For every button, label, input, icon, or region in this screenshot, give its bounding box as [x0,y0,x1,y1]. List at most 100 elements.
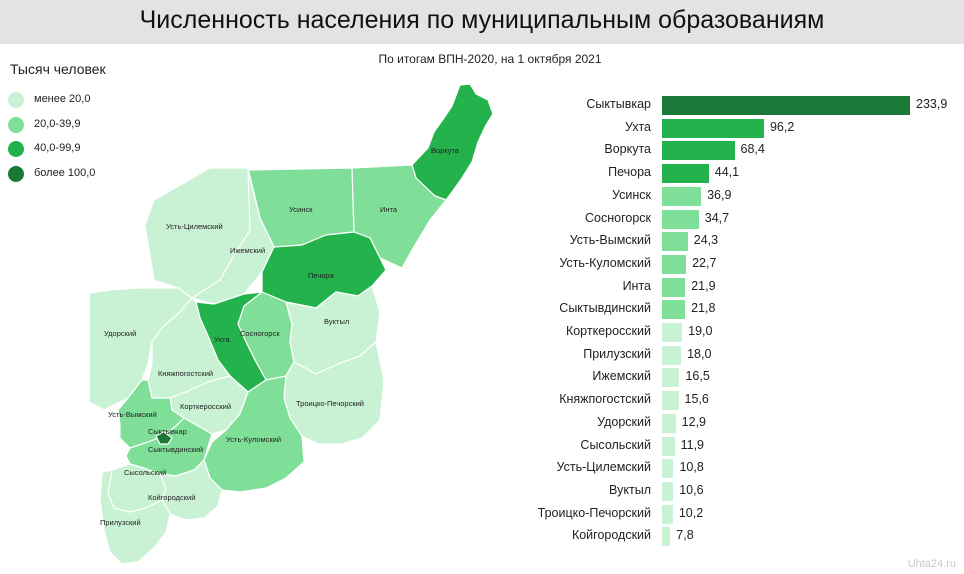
bar [662,164,709,184]
bar-row: Княжпогостский 15,6 [500,389,960,412]
bar-row: Инта 21,9 [500,276,960,299]
bar-category-label: Усть-Вымский [569,233,651,248]
map-label-ust-kulomsky: Усть-Куломский [226,435,281,444]
bar-category-label: Усинск [612,187,651,202]
bar [662,527,671,547]
map-label-syktyvkar: Сыктывкар [148,427,187,436]
bar-row: Печора 44,1 [500,162,960,185]
bar-value-label: 10,2 [678,505,704,520]
bar-row: Воркута 68,4 [500,139,960,162]
bar [662,345,682,365]
page-title: Численность населения по муниципальным о… [139,6,825,34]
bar [662,232,688,252]
bar-row: Сыктывкар 233,9 [500,94,960,117]
region-vorkuta [411,83,494,201]
bar-value-label: 24,3 [693,233,719,248]
bar [662,209,699,229]
bar-category-label: Ухта [624,119,651,134]
bar [662,481,674,501]
legend-label-mid: 20,0-39,9 [34,117,81,130]
bar-category-label: Печора [608,165,651,180]
bar-row: Вуктыл 10,6 [500,480,960,503]
bar-category-label: Удорский [597,414,651,429]
legend-swatch-top [8,165,24,182]
bar-category-label: Сысольский [580,437,651,452]
bar-category-label: Сосногорск [585,210,651,225]
map-label-izhemsky: Ижемский [230,246,265,255]
bar [662,391,679,411]
bar-row: Сосногорск 34,7 [500,208,960,231]
bar-value-label: 21,8 [691,301,716,316]
bar-category-label: Прилузский [583,346,651,361]
map-label-usinsk: Усинск [289,205,313,214]
region-syktyvkar [155,431,173,445]
bar-value-label: 16,5 [685,369,710,384]
map-label-udorsky: Удорский [104,329,136,338]
bar [662,277,686,297]
map-label-syktyvdinsky: Сыктывдинский [148,445,203,454]
bar-category-label: Сыктывкар [586,97,651,111]
watermark: Uhta24.ru [907,558,956,570]
map-label-priluzsky: Прилузский [100,518,141,527]
map-label-koygorodsky: Койгородский [148,493,195,502]
bar-value-label: 36,9 [707,187,732,202]
bar-value-label: 10,8 [679,460,704,475]
bar [662,323,683,342]
bar-value-label: 22,7 [692,255,717,270]
bar-value-label: 11,9 [680,437,705,452]
bar [662,459,674,479]
bar [662,118,764,138]
bar-row: Троицко-Печорский 10,2 [500,503,960,526]
bar-category-label: Троицко-Печорский [537,505,651,520]
map-label-vuktyl: Вуктыл [324,317,349,326]
bar [662,436,675,456]
population-bar-chart: Сыктывкар 233,9 Ухта 96,2 Воркута 68,4 Печора 4… [500,94,960,554]
bar-category-label: Вуктыл [608,482,651,497]
bar-category-label: Ижемский [592,369,651,384]
map-label-troitsko-pechorsky: Троицко-Печорский [296,399,364,408]
map-label-sosnogorsk: Сосногорск [240,329,280,338]
bar-category-label: Корткеросский [565,324,651,338]
map-label-ust-vymsky: Усть-Вымский [108,410,157,419]
bar-value-label: 10,6 [679,482,704,497]
legend-swatch-mid [8,116,24,133]
bar-category-label: Княжпогостский [559,392,651,407]
bar-value-label: 15,6 [684,392,709,407]
bar-row: Удорский 12,9 [500,412,960,435]
bar-value-label: 19,0 [688,324,713,338]
bar-value-label: 7,8 [676,528,694,543]
legend-title: Тысяч человек [10,61,106,77]
bar [662,186,702,206]
map-label-sysolsky: Сысольский [124,468,166,477]
bar [662,300,686,320]
legend-swatch-low [8,92,24,108]
bar-value-label: 233,9 [916,97,948,111]
bar-category-label: Инта [622,278,651,293]
map-label-inta: Инта [380,205,398,214]
bar-value-label: 68,4 [740,142,765,157]
bar-row: Ижемский 16,5 [500,366,960,389]
legend-swatch-high [8,141,24,157]
title-bar [0,0,964,44]
bar-row: Усть-Куломский 22,7 [500,253,960,276]
legend-label-top: более 100,0 [34,166,96,179]
bar-category-label: Воркута [604,142,651,157]
bar-row: Сыктывдинский 21,8 [500,298,960,321]
legend-label-high: 40,0-99,9 [34,142,81,154]
bar-category-label: Сыктывдинский [559,301,651,316]
bar-value-label: 44,1 [714,165,740,180]
bar-value-label: 21,9 [691,278,716,293]
bar-row: Ухта 96,2 [500,117,960,140]
bar-row: Сысольский 11,9 [500,435,960,458]
region-priluzsky [99,469,171,565]
bar-value-label: 34,7 [704,210,730,225]
bar [662,368,680,388]
bar [662,504,673,524]
map-svg: Воркута Усинск Инта Усть-Цилемский Ижемс… [90,83,494,565]
map-label-vorkuta: Воркута [431,146,460,155]
bar [662,413,676,433]
bar [662,96,910,115]
region-ust-kulomsky [203,375,305,493]
map-label-ust-tsilemsky: Усть-Цилемский [166,222,223,231]
bar-category-label: Усть-Цилемский [556,460,651,475]
